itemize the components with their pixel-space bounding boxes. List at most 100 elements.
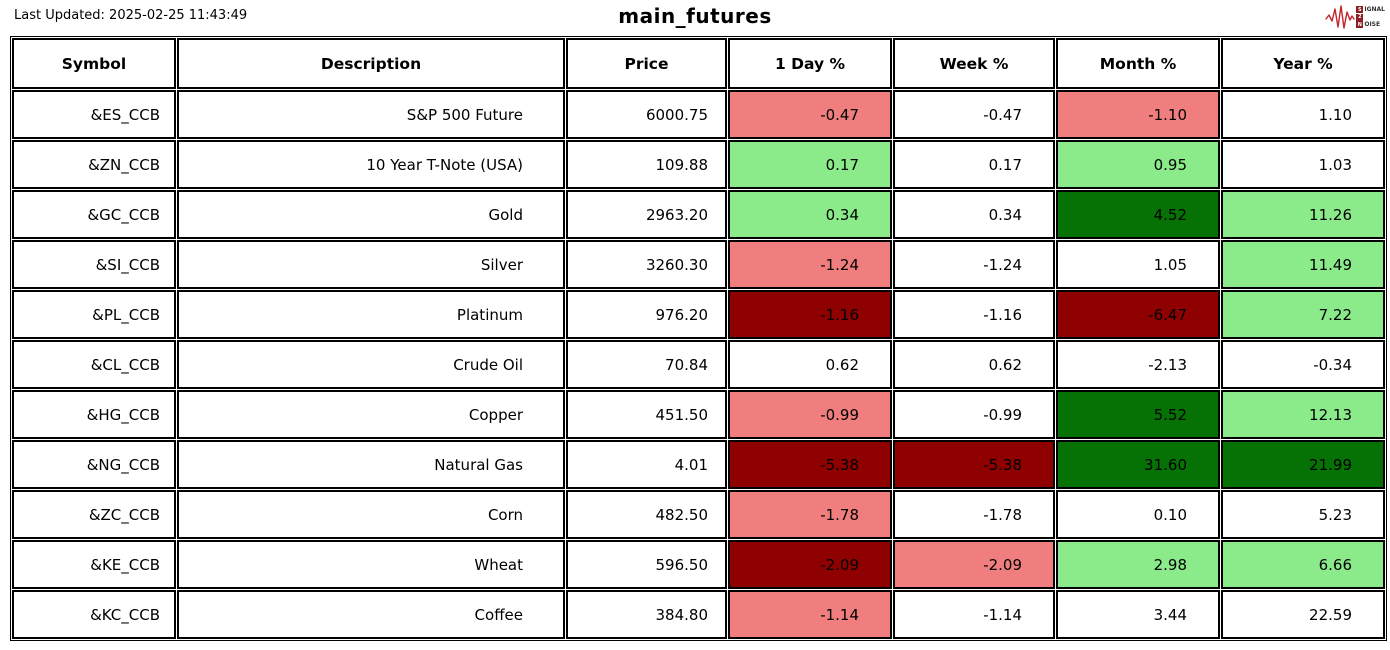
day-cell: -2.09 — [728, 540, 892, 589]
symbol-cell: &ES_CCB — [12, 90, 176, 139]
table-header-row: Symbol Description Price 1 Day % Week % Month… — [12, 38, 1385, 89]
price-cell: 6000.75 — [566, 90, 727, 139]
day-cell: -1.78 — [728, 490, 892, 539]
price-cell: 451.50 — [566, 390, 727, 439]
table-row: &KE_CCB Wheat 596.50 -2.09 -2.09 2.98 6.66 — [12, 540, 1385, 589]
year-cell: 21.99 — [1221, 440, 1385, 489]
description-cell: Platinum — [177, 290, 565, 339]
day-cell: 0.62 — [728, 340, 892, 389]
description-cell: Corn — [177, 490, 565, 539]
month-cell: 4.52 — [1056, 190, 1220, 239]
description-cell: Coffee — [177, 590, 565, 639]
description-cell: 10 Year T-Note (USA) — [177, 140, 565, 189]
last-updated-text: Last Updated: 2025-02-25 11:43:49 — [14, 8, 248, 23]
symbol-cell: &ZC_CCB — [12, 490, 176, 539]
week-cell: -2.09 — [893, 540, 1055, 589]
symbol-cell: &KE_CCB — [12, 540, 176, 589]
futures-table: Symbol Description Price 1 Day % Week % Month… — [10, 36, 1387, 641]
price-cell: 70.84 — [566, 340, 727, 389]
day-cell: -5.38 — [728, 440, 892, 489]
year-cell: 22.59 — [1221, 590, 1385, 639]
logo-line-signal: S IGNAL — [1356, 6, 1385, 14]
price-cell: 384.80 — [566, 590, 727, 639]
day-cell: -0.47 — [728, 90, 892, 139]
week-cell: 0.34 — [893, 190, 1055, 239]
table-row: &ES_CCB S&P 500 Future 6000.75 -0.47 -0.47 -1… — [12, 90, 1385, 139]
waveform-icon — [1325, 4, 1356, 30]
logo-wordmark: S IGNAL 2 N OISE — [1356, 6, 1385, 29]
description-cell: Silver — [177, 240, 565, 289]
column-header-price: Price — [566, 38, 727, 89]
week-cell: -5.38 — [893, 440, 1055, 489]
month-cell: -6.47 — [1056, 290, 1220, 339]
week-cell: -1.78 — [893, 490, 1055, 539]
month-cell: 0.95 — [1056, 140, 1220, 189]
table-row: &GC_CCB Gold 2963.20 0.34 0.34 4.52 11.26 — [12, 190, 1385, 239]
year-cell: 11.26 — [1221, 190, 1385, 239]
symbol-cell: &GC_CCB — [12, 190, 176, 239]
year-cell: 1.10 — [1221, 90, 1385, 139]
month-cell: -2.13 — [1056, 340, 1220, 389]
year-cell: 12.13 — [1221, 390, 1385, 439]
symbol-cell: &PL_CCB — [12, 290, 176, 339]
table-row: &HG_CCB Copper 451.50 -0.99 -0.99 5.52 12.13 — [12, 390, 1385, 439]
logo-line-2: 2 — [1356, 13, 1385, 21]
price-cell: 3260.30 — [566, 240, 727, 289]
month-cell: 2.98 — [1056, 540, 1220, 589]
column-header-description: Description — [177, 38, 565, 89]
description-cell: Copper — [177, 390, 565, 439]
day-cell: 0.34 — [728, 190, 892, 239]
year-cell: 5.23 — [1221, 490, 1385, 539]
week-cell: -0.47 — [893, 90, 1055, 139]
logo-letter-2: 2 — [1356, 13, 1364, 21]
logo-line-noise: N OISE — [1356, 21, 1385, 29]
description-cell: S&P 500 Future — [177, 90, 565, 139]
description-cell: Crude Oil — [177, 340, 565, 389]
futures-table-container: Symbol Description Price 1 Day % Week % Month… — [10, 36, 1387, 641]
day-cell: -0.99 — [728, 390, 892, 439]
month-cell: 3.44 — [1056, 590, 1220, 639]
description-cell: Wheat — [177, 540, 565, 589]
week-cell: 0.62 — [893, 340, 1055, 389]
week-cell: 0.17 — [893, 140, 1055, 189]
week-cell: -0.99 — [893, 390, 1055, 439]
column-header-year: Year % — [1221, 38, 1385, 89]
description-cell: Natural Gas — [177, 440, 565, 489]
month-cell: 1.05 — [1056, 240, 1220, 289]
year-cell: 1.03 — [1221, 140, 1385, 189]
price-cell: 596.50 — [566, 540, 727, 589]
year-cell: 6.66 — [1221, 540, 1385, 589]
symbol-cell: &KC_CCB — [12, 590, 176, 639]
price-cell: 976.20 — [566, 290, 727, 339]
symbol-cell: &NG_CCB — [12, 440, 176, 489]
price-cell: 109.88 — [566, 140, 727, 189]
price-cell: 2963.20 — [566, 190, 727, 239]
column-header-symbol: Symbol — [12, 38, 176, 89]
symbol-cell: &ZN_CCB — [12, 140, 176, 189]
day-cell: 0.17 — [728, 140, 892, 189]
table-row: &ZN_CCB 10 Year T-Note (USA) 109.88 0.17 0.1… — [12, 140, 1385, 189]
logo-text-ignal: IGNAL — [1364, 5, 1385, 13]
logo-letter-s: S — [1356, 6, 1364, 13]
table-row: &CL_CCB Crude Oil 70.84 0.62 0.62 -2.13 -0.34 — [12, 340, 1385, 389]
table-row: &ZC_CCB Corn 482.50 -1.78 -1.78 0.10 5.23 — [12, 490, 1385, 539]
table-row: &SI_CCB Silver 3260.30 -1.24 -1.24 1.05 11.49 — [12, 240, 1385, 289]
month-cell: -1.10 — [1056, 90, 1220, 139]
table-row: &PL_CCB Platinum 976.20 -1.16 -1.16 -6.47 7.22 — [12, 290, 1385, 339]
month-cell: 31.60 — [1056, 440, 1220, 489]
column-header-day: 1 Day % — [728, 38, 892, 89]
month-cell: 0.10 — [1056, 490, 1220, 539]
day-cell: -1.24 — [728, 240, 892, 289]
column-header-week: Week % — [893, 38, 1055, 89]
week-cell: -1.24 — [893, 240, 1055, 289]
year-cell: 11.49 — [1221, 240, 1385, 289]
signal-2-noise-logo: S IGNAL 2 N OISE — [1325, 4, 1385, 30]
month-cell: 5.52 — [1056, 390, 1220, 439]
symbol-cell: &SI_CCB — [12, 240, 176, 289]
price-cell: 4.01 — [566, 440, 727, 489]
description-cell: Gold — [177, 190, 565, 239]
symbol-cell: &HG_CCB — [12, 390, 176, 439]
logo-text-oise: OISE — [1364, 20, 1381, 28]
day-cell: -1.16 — [728, 290, 892, 339]
day-cell: -1.14 — [728, 590, 892, 639]
